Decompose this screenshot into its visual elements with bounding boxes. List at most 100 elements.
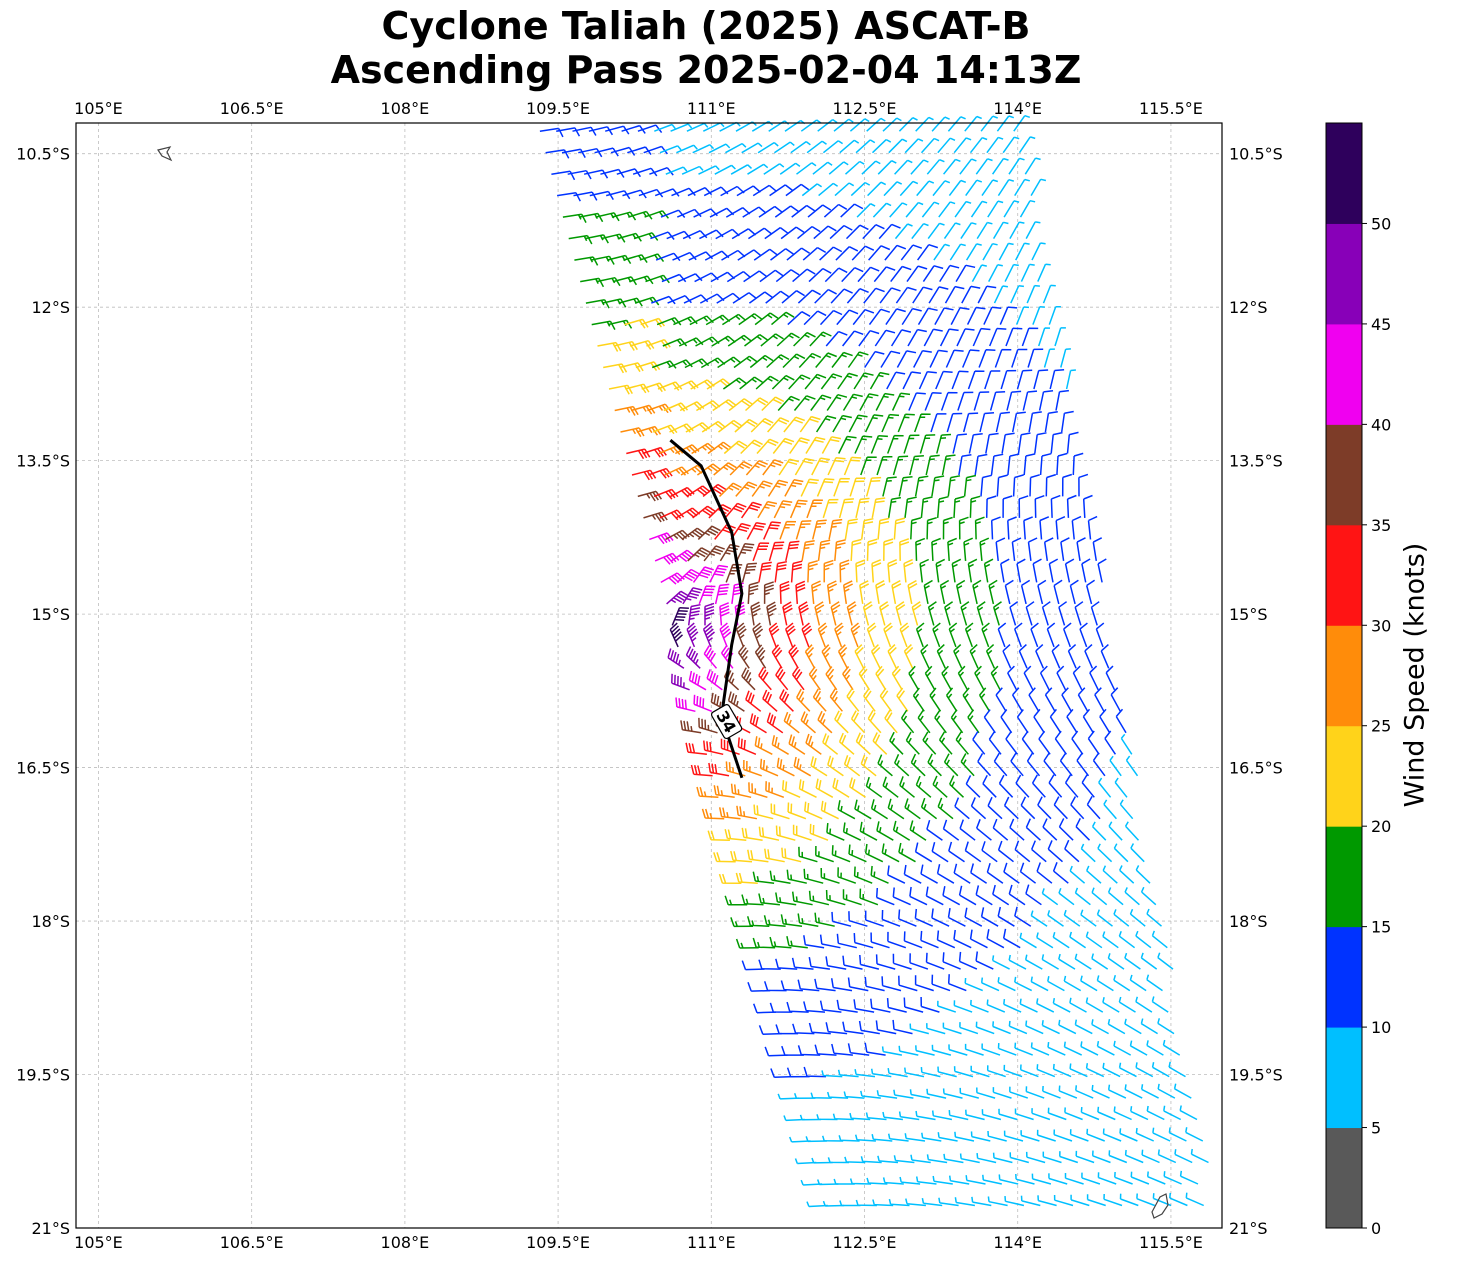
wind-barb bbox=[1011, 537, 1022, 561]
wind-barb bbox=[1041, 888, 1059, 906]
wind-barb bbox=[863, 687, 876, 712]
wind-barb bbox=[681, 527, 706, 541]
wind-barb bbox=[736, 805, 758, 820]
wind-barb bbox=[748, 291, 773, 304]
wind-barb bbox=[722, 377, 747, 390]
wind-barb bbox=[1021, 730, 1035, 755]
wind-barb bbox=[839, 1200, 861, 1207]
wind-barb bbox=[704, 602, 715, 626]
wind-barb bbox=[1102, 1128, 1122, 1142]
wind-barb bbox=[990, 516, 1001, 540]
wind-barb bbox=[734, 418, 758, 433]
gridlines bbox=[76, 123, 1222, 1229]
wind-barb bbox=[837, 644, 848, 669]
wind-barb bbox=[800, 478, 819, 497]
wind-barb bbox=[764, 848, 785, 863]
wind-barb bbox=[1114, 1171, 1133, 1185]
wind-barb bbox=[982, 774, 997, 798]
wind-barb bbox=[1025, 818, 1041, 841]
wind-barb bbox=[1002, 928, 1021, 949]
wind-barb bbox=[939, 264, 960, 283]
wind-barb bbox=[973, 391, 990, 411]
wind-barb bbox=[952, 433, 967, 454]
wind-barb bbox=[780, 980, 803, 992]
wind-barb bbox=[763, 581, 774, 604]
wind-barb bbox=[1058, 601, 1068, 626]
wind-barb bbox=[965, 775, 981, 798]
wind-barb bbox=[947, 116, 966, 132]
wind-barb bbox=[922, 731, 937, 755]
wind-barb bbox=[709, 564, 729, 583]
wind-barb bbox=[865, 1112, 887, 1121]
wind-barb bbox=[1080, 975, 1098, 992]
wind-barb bbox=[761, 396, 785, 412]
wind-barb bbox=[983, 558, 994, 583]
wind-barb bbox=[881, 976, 902, 992]
wind-barb bbox=[759, 758, 779, 777]
wind-barb bbox=[1019, 932, 1037, 949]
wind-barb bbox=[924, 392, 942, 411]
wind-barb bbox=[1046, 622, 1056, 648]
wind-barb bbox=[953, 137, 972, 154]
wind-barb bbox=[864, 350, 885, 368]
wind-barb bbox=[1107, 1084, 1127, 1099]
wind-barb bbox=[1041, 1020, 1060, 1035]
wind-barb bbox=[920, 996, 940, 1013]
wind-barb bbox=[953, 495, 965, 518]
wind-barb bbox=[1130, 1171, 1150, 1185]
wind-barb bbox=[982, 242, 998, 261]
wind-barb bbox=[904, 138, 924, 154]
wind-barb bbox=[649, 166, 674, 176]
wind-barb bbox=[920, 1067, 941, 1078]
wind-barb bbox=[681, 165, 704, 175]
wind-barb bbox=[758, 826, 780, 841]
wind-barb bbox=[692, 566, 714, 583]
wind-barb bbox=[843, 456, 862, 476]
wind-barb bbox=[1003, 999, 1022, 1013]
wind-barb bbox=[860, 517, 874, 540]
wind-barb bbox=[1077, 687, 1089, 712]
wind-barb bbox=[782, 601, 793, 626]
wind-barb bbox=[891, 579, 902, 605]
wind-barb bbox=[971, 264, 987, 282]
wind-barb bbox=[1015, 306, 1030, 325]
wind-barb bbox=[800, 711, 816, 734]
wind-barb bbox=[1031, 774, 1046, 798]
wind-barb bbox=[920, 137, 940, 154]
wind-barb bbox=[1174, 1149, 1193, 1164]
wind-barb bbox=[866, 538, 878, 561]
wind-barb bbox=[1018, 644, 1028, 669]
wind-barb bbox=[791, 891, 813, 906]
wind-barb bbox=[985, 432, 999, 454]
wind-barb bbox=[958, 951, 978, 970]
wind-barb bbox=[957, 391, 974, 411]
wind-barb bbox=[875, 954, 896, 970]
wind-barb bbox=[1100, 644, 1110, 669]
wind-barb bbox=[932, 622, 941, 648]
wind-barb bbox=[672, 251, 697, 261]
wind-barb bbox=[1055, 516, 1066, 540]
wind-barb bbox=[966, 306, 986, 325]
wind-barb bbox=[978, 687, 991, 712]
wind-barb bbox=[975, 885, 993, 906]
wind-barb bbox=[1091, 953, 1109, 970]
wind-barb bbox=[588, 126, 614, 136]
wind-barb bbox=[960, 222, 977, 240]
wind-barb bbox=[963, 537, 974, 561]
wind-barb bbox=[899, 538, 910, 561]
wind-barb bbox=[1162, 1039, 1181, 1056]
wind-barb bbox=[810, 394, 832, 411]
wind-barb bbox=[853, 999, 875, 1013]
wind-barb bbox=[1081, 774, 1095, 798]
wind-barb bbox=[776, 757, 795, 777]
wind-barb bbox=[899, 776, 915, 798]
wind-barb bbox=[887, 798, 905, 820]
wind-barb bbox=[1049, 368, 1065, 390]
wind-barb bbox=[742, 206, 767, 218]
wind-barb bbox=[988, 579, 998, 605]
wind-barb bbox=[1003, 1064, 1023, 1078]
wind-barb bbox=[814, 288, 837, 304]
wind-barb bbox=[970, 863, 988, 884]
wind-barb bbox=[844, 1156, 866, 1164]
wind-barb bbox=[867, 710, 882, 734]
